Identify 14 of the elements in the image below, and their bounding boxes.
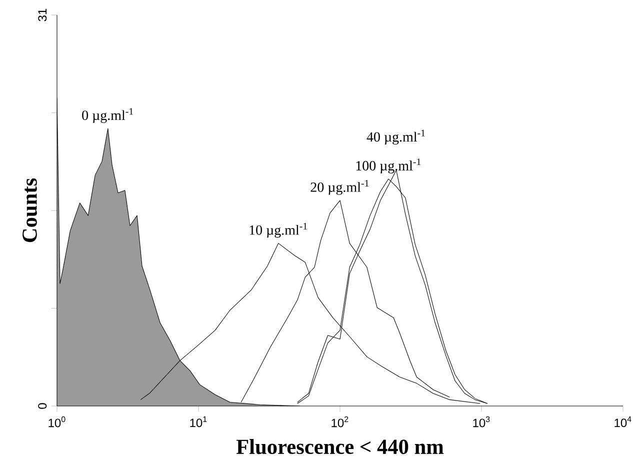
y-tick-label: 31 xyxy=(38,8,47,22)
x-tick-label: 10$^{1}$ xyxy=(190,416,207,428)
series-label: 20 µg.ml$^{-1}$ xyxy=(310,180,369,195)
y-tick-label: 0 xyxy=(38,403,47,409)
x-tick-label: 10$^{2}$ xyxy=(332,416,348,428)
x-tick-label: 10$^{3}$ xyxy=(473,416,490,428)
y-axis-title: Counts xyxy=(22,178,37,242)
series-label: 10 µg.ml$^{-1}$ xyxy=(250,222,307,238)
x-tick-label: 10$^{0}$ xyxy=(48,416,66,428)
series-label: 0 µg.ml$^{-1}$ xyxy=(82,108,133,123)
series-label: 100 µg.ml$^{-1}$ xyxy=(356,158,421,174)
text: 40 µg.ml$^{-1}$ xyxy=(366,130,425,145)
x-axis-title: Fluorescence < 440 nm xyxy=(236,439,444,454)
x-tick-label: 10$^{4}$ xyxy=(614,416,632,428)
